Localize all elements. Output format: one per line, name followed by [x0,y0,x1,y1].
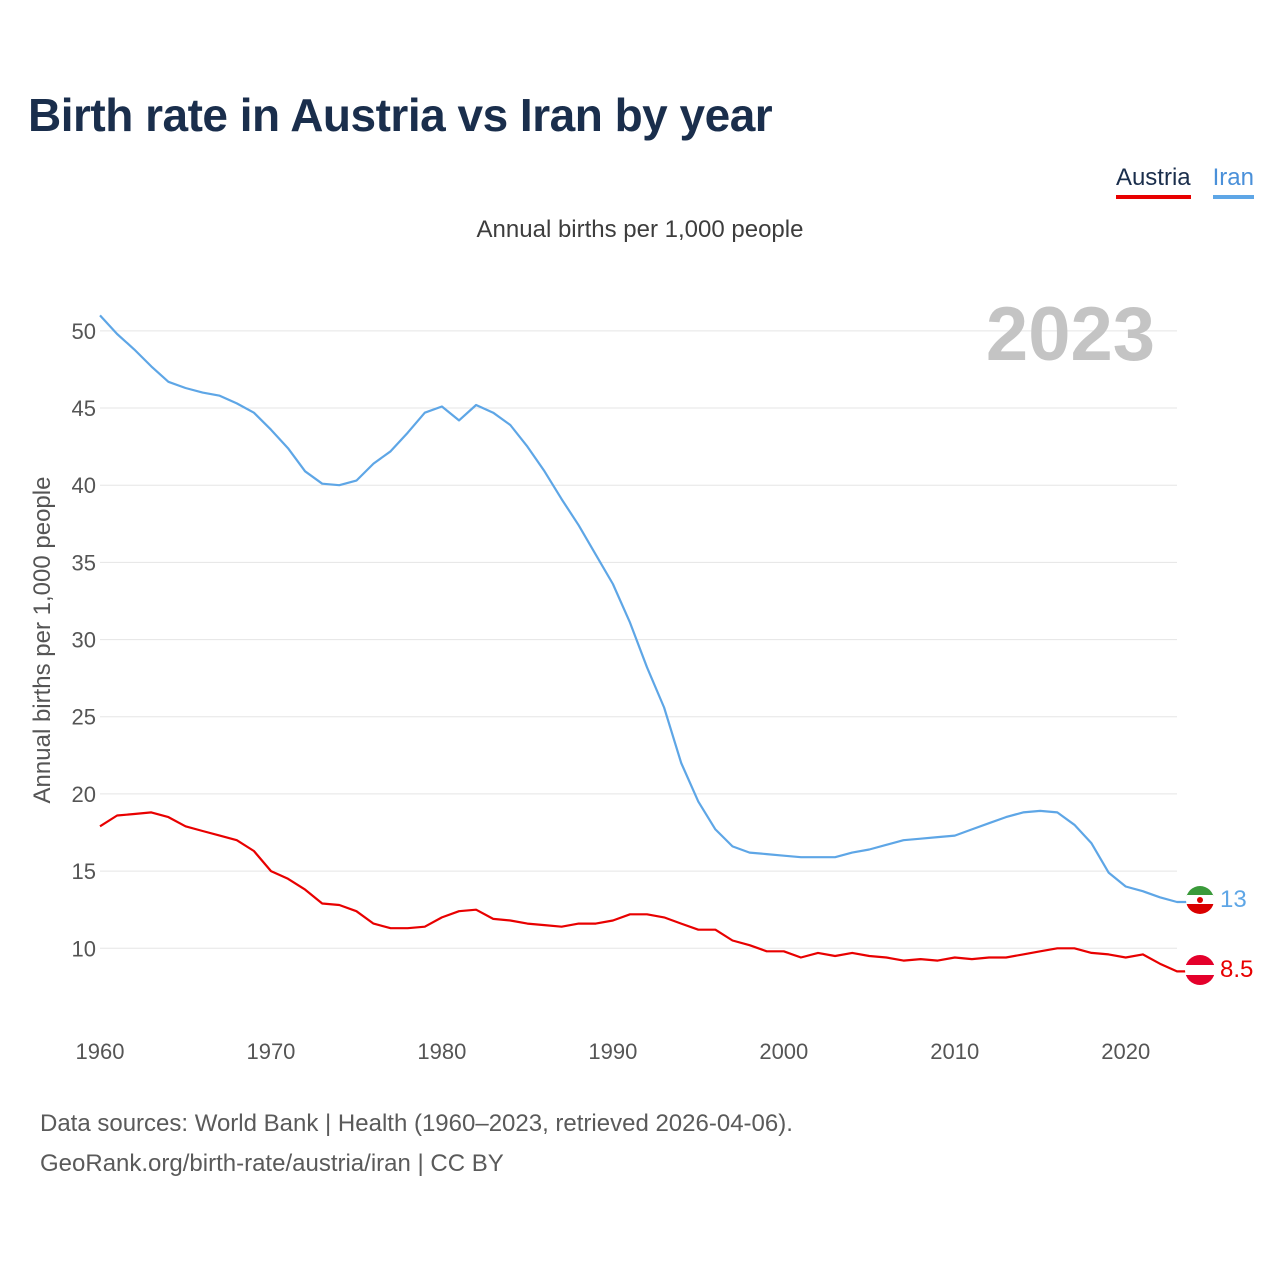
x-tick-label: 1990 [588,1039,637,1064]
x-axis-ticks: 1960 1970 1980 1990 2000 2010 2020 [76,1039,1151,1064]
footer-sources: Data sources: World Bank | Health (1960–… [40,1110,793,1137]
y-tick-label: 10 [72,936,96,961]
x-tick-label: 1970 [246,1039,295,1064]
x-tick-label: 2010 [930,1039,979,1064]
chart-title: Birth rate in Austria vs Iran by year [28,89,773,141]
y-tick-label: 20 [72,782,96,807]
grid-lines [100,330,1177,949]
end-label-austria: 8.5 [1220,956,1253,983]
chart-subtitle: Annual births per 1,000 people [476,216,804,243]
x-tick-label: 2000 [759,1039,808,1064]
y-tick-label: 25 [72,705,96,730]
y-tick-label: 45 [72,396,96,421]
footer: Data sources: World Bank | Health (1960–… [40,1104,793,1184]
legend-item-austria[interactable]: Austria [1115,164,1191,199]
series-line-austria[interactable] [99,811,1188,973]
legend-item-iran[interactable]: Iran [1212,164,1254,199]
x-tick-label: 1980 [417,1039,466,1064]
y-axis-ticks: 10 15 20 25 30 35 40 45 50 [72,319,96,961]
iran-flag-icon [1186,886,1214,914]
x-tick-label: 2020 [1101,1039,1150,1064]
series-line-iran[interactable] [99,314,1188,904]
y-tick-label: 30 [72,628,96,653]
y-tick-label: 15 [72,859,96,884]
end-label-iran: 13 [1220,886,1247,913]
austria-flag-icon [1185,955,1215,985]
series-layer [99,314,1188,973]
y-tick-label: 35 [72,550,96,575]
year-watermark: 2023 [986,292,1155,377]
y-tick-label: 40 [72,473,96,498]
legend: Austria Iran [1115,164,1254,199]
x-tick-label: 1960 [76,1039,125,1064]
y-tick-label: 50 [72,319,96,344]
y-axis-label: Annual births per 1,000 people [29,477,56,804]
footer-credit[interactable]: GeoRank.org/birth-rate/austria/iran | CC… [40,1150,504,1177]
